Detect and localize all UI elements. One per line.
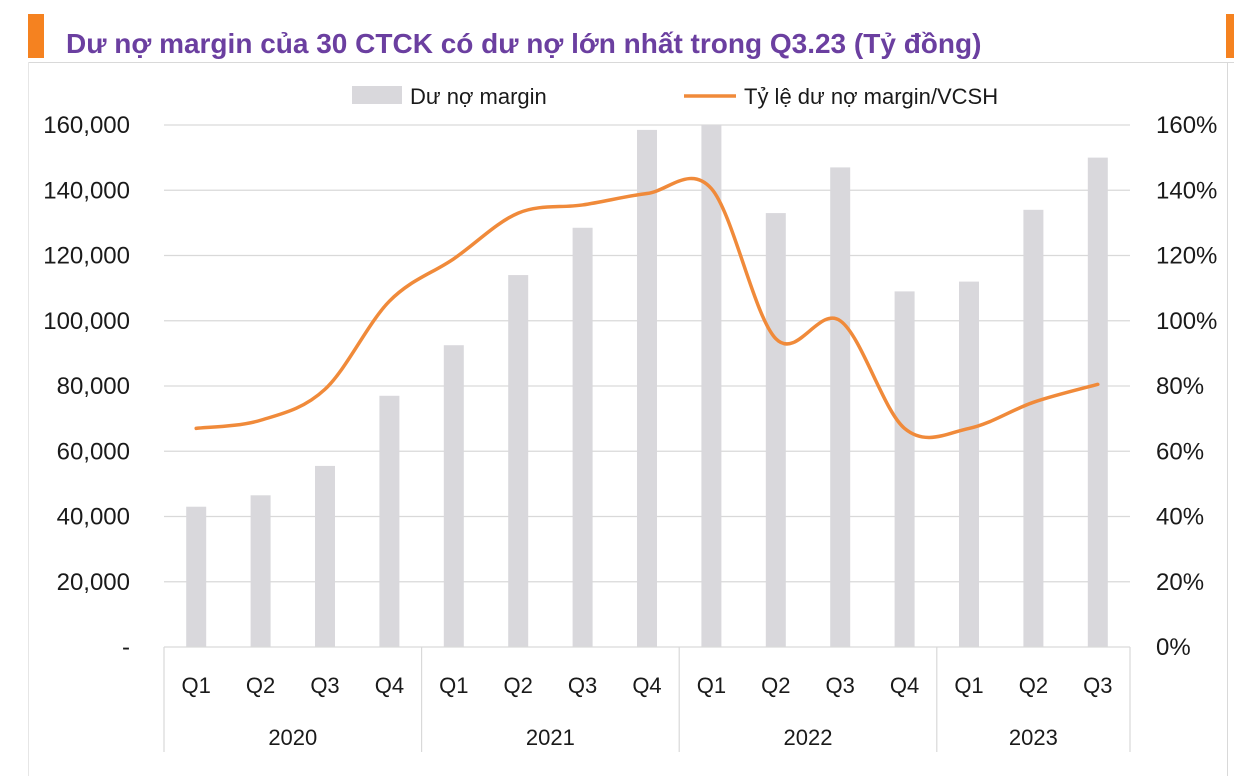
year-group-label: 2023 bbox=[1009, 725, 1058, 750]
accent-bar-right bbox=[1226, 14, 1234, 58]
y-right-tick-label: 80% bbox=[1156, 373, 1204, 400]
y-left-tick-label: 80,000 bbox=[57, 373, 130, 400]
accent-bar-left bbox=[28, 14, 44, 58]
y-left-tick-label: 100,000 bbox=[43, 308, 130, 335]
bar bbox=[508, 275, 529, 647]
bar bbox=[830, 167, 851, 647]
year-group-label: 2020 bbox=[268, 725, 317, 750]
y-right-tick-label: 140% bbox=[1156, 177, 1217, 204]
x-tick-label: Q1 bbox=[954, 673, 983, 698]
x-tick-label: Q3 bbox=[310, 673, 339, 698]
x-tick-label: Q4 bbox=[890, 673, 919, 698]
legend-label-line: Tỷ lệ dư nợ margin/VCSH bbox=[744, 84, 998, 109]
bar bbox=[637, 129, 657, 648]
bar bbox=[250, 495, 271, 647]
x-tick-label: Q3 bbox=[1083, 673, 1112, 698]
y-right-tick-label: 100% bbox=[1156, 308, 1217, 335]
bar bbox=[701, 125, 722, 647]
x-tick-label: Q2 bbox=[246, 673, 275, 698]
year-group-label: 2021 bbox=[526, 725, 575, 750]
bar bbox=[1087, 157, 1108, 647]
y-right-tick-label: 0% bbox=[1156, 634, 1191, 661]
x-tick-label: Q1 bbox=[439, 673, 468, 698]
bar bbox=[959, 281, 979, 647]
chart-title: Dư nợ margin của 30 CTCK có dư nợ lớn nh… bbox=[66, 28, 982, 59]
y-left-tick-label: 40,000 bbox=[57, 504, 130, 531]
line-series bbox=[194, 176, 1100, 440]
y-left-tick-label: - bbox=[122, 634, 130, 661]
x-tick-label: Q3 bbox=[568, 673, 597, 698]
y-right-tick-label: 60% bbox=[1156, 438, 1204, 465]
x-tick-label: Q2 bbox=[504, 673, 533, 698]
y-left-tick-label: 60,000 bbox=[57, 438, 130, 465]
bar bbox=[443, 345, 464, 647]
x-tick-label: Q1 bbox=[182, 673, 211, 698]
title-divider bbox=[28, 62, 1234, 63]
axes: - 0% 20,000 20% 40,000 40% 60,000 60% 80,000 80% 1… bbox=[43, 112, 1217, 752]
bar bbox=[765, 213, 786, 647]
year-group-label: 2022 bbox=[784, 725, 833, 750]
bar bbox=[1023, 209, 1044, 647]
legend: Dư nợ margin Tỷ lệ dư nợ margin/VCSH bbox=[352, 84, 998, 109]
x-tick-label: Q4 bbox=[632, 673, 661, 698]
bars bbox=[186, 125, 1108, 648]
y-left-tick-label: 20,000 bbox=[57, 569, 130, 596]
bar bbox=[894, 291, 915, 647]
x-tick-label: Q1 bbox=[697, 673, 726, 698]
bar bbox=[379, 395, 400, 647]
legend-swatch-bar bbox=[352, 86, 402, 104]
x-tick-label: Q2 bbox=[761, 673, 790, 698]
y-left-tick-label: 160,000 bbox=[43, 112, 130, 139]
y-left-tick-label: 140,000 bbox=[43, 177, 130, 204]
y-right-tick-label: 20% bbox=[1156, 569, 1204, 596]
bar bbox=[572, 227, 593, 648]
y-right-tick-label: 40% bbox=[1156, 504, 1204, 531]
frame-left-border bbox=[28, 62, 29, 776]
x-tick-label: Q3 bbox=[826, 673, 855, 698]
y-left-tick-label: 120,000 bbox=[43, 243, 130, 270]
ratio-line bbox=[194, 176, 1100, 440]
bar bbox=[186, 506, 207, 647]
bar bbox=[315, 465, 335, 647]
x-tick-label: Q4 bbox=[375, 673, 404, 698]
frame-right-border bbox=[1227, 62, 1228, 776]
y-right-tick-label: 120% bbox=[1156, 243, 1217, 270]
x-tick-label: Q2 bbox=[1019, 673, 1048, 698]
legend-label-bar: Dư nợ margin bbox=[410, 84, 547, 109]
y-right-tick-label: 160% bbox=[1156, 112, 1217, 139]
